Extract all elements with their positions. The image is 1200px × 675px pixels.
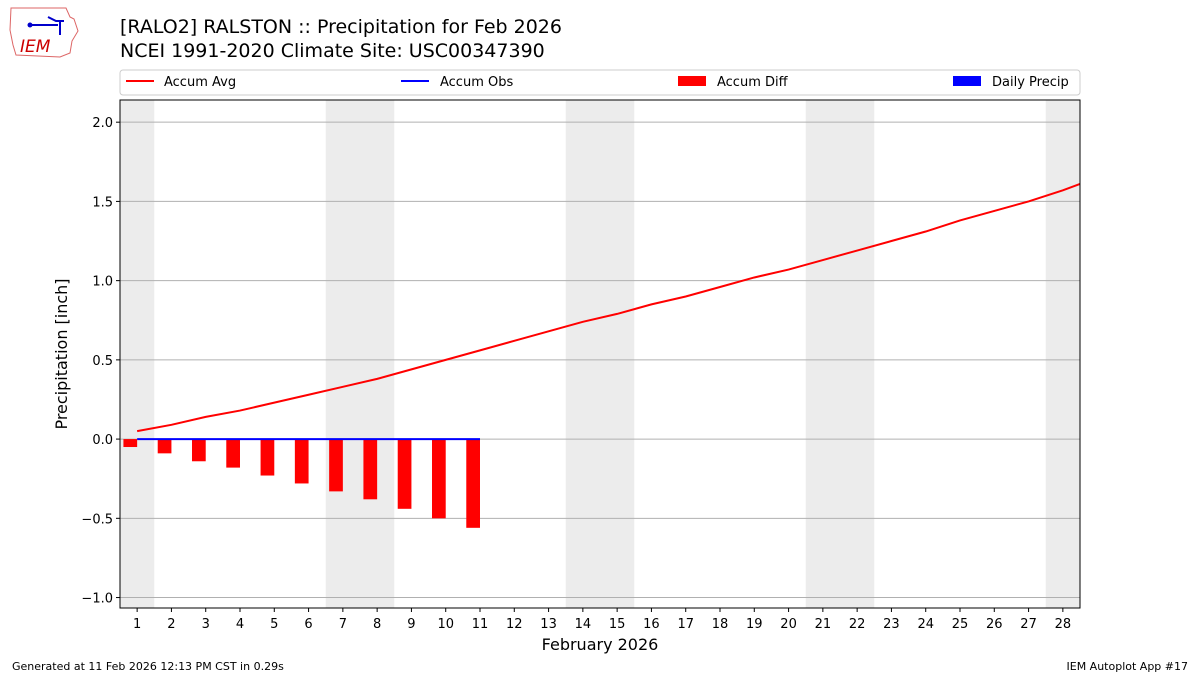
diff-bar [329,439,343,492]
x-tick-label: 18 [712,617,729,632]
weekend-band [565,100,635,608]
x-tick-label: 27 [1020,617,1037,632]
footer-app: IEM Autoplot App #17 [1066,660,1189,673]
diff-bar [157,439,172,454]
x-tick-label: 9 [407,617,415,632]
weekend-band [325,100,395,608]
x-tick-label: 3 [202,617,210,632]
x-tick-label: 21 [815,617,832,632]
legend-daily-label: Daily Precip [992,75,1069,90]
x-tick-label: 19 [746,617,763,632]
y-tick-label: −0.5 [81,512,113,527]
x-tick-label: 22 [849,617,866,632]
diff-bar [397,439,412,509]
x-tick-label: 11 [472,617,489,632]
x-tick-label: 28 [1055,617,1072,632]
x-axis-label: February 2026 [542,635,659,654]
x-tick-label: 17 [677,617,694,632]
x-tick-label: 5 [270,617,278,632]
y-tick-label: 0.0 [92,433,113,448]
legend-diff-label: Accum Diff [717,75,789,90]
diff-bar [123,439,138,448]
diff-bar [226,439,240,468]
diff-bar [363,439,378,500]
weekend-band [805,100,875,608]
diff-bar [294,439,309,484]
x-tick-label: 14 [575,617,592,632]
legend-avg-label: Accum Avg [164,75,236,90]
x-tick-label: 1 [133,617,141,632]
legend: Accum Avg Accum Obs Accum Diff Daily Pre… [119,69,1081,96]
plot-frame [119,99,1081,609]
x-tick-label: 7 [339,617,347,632]
y-tick-label: 1.5 [92,195,113,210]
accum-avg-line [136,182,1080,433]
x-tick-label: 2 [167,617,175,632]
x-tick-label: 26 [986,617,1003,632]
x-tick-label: 12 [506,617,523,632]
y-tick-label: −1.0 [81,592,113,607]
diff-bar [260,439,275,476]
diff-bar [466,439,480,528]
legend-diff-swatch [678,76,706,86]
diff-bar [192,439,206,462]
x-tick-label: 20 [780,617,797,632]
y-tick-label: 2.0 [92,116,113,131]
x-tick-label: 25 [952,617,969,632]
chart-subtitle: NCEI 1991-2020 Climate Site: USC00347390 [120,40,545,62]
iem-logo: IEM [9,7,79,58]
diff-bar [432,439,446,519]
weekend-band [1045,100,1080,608]
x-tick-label: 6 [304,617,312,632]
x-tick-label: 8 [373,617,381,632]
footer-generated: Generated at 11 Feb 2026 12:13 PM CST in… [12,660,284,673]
chart-title: [RALO2] RALSTON :: Precipitation for Feb… [120,16,562,38]
y-axis-label: Precipitation [inch] [52,278,71,429]
x-tick-label: 13 [540,617,557,632]
x-tick-label: 4 [236,617,244,632]
x-tick-label: 23 [883,617,900,632]
x-tick-label: 24 [917,617,934,632]
x-tick-label: 10 [437,617,454,632]
y-tick-label: 1.0 [92,275,113,290]
legend-daily-swatch [953,76,981,86]
y-tick-label: 0.5 [92,354,113,369]
legend-obs-label: Accum Obs [440,75,513,90]
weekend-band [120,100,155,608]
svg-text:IEM: IEM [20,37,51,57]
x-tick-label: 16 [643,617,660,632]
x-tick-label: 15 [609,617,626,632]
